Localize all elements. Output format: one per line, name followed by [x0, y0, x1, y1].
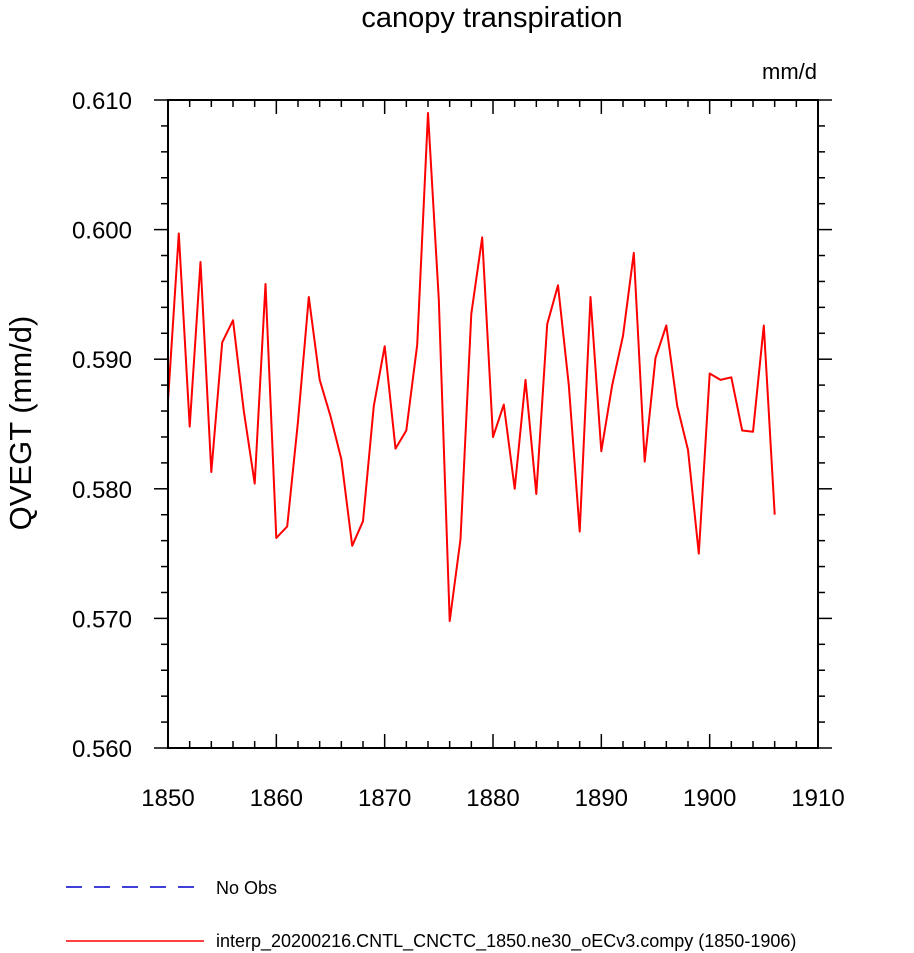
- legend-label-no-obs: No Obs: [216, 878, 277, 898]
- series-line: [167, 112, 776, 622]
- y-tick-label: 0.570: [72, 606, 132, 633]
- legend-label-model: interp_20200216.CNTL_CNCTC_1850.ne30_oEC…: [216, 931, 796, 952]
- x-tick-label: 1890: [575, 785, 628, 812]
- y-tick-label: 0.560: [72, 736, 132, 763]
- chart-title: canopy transpiration: [361, 2, 622, 34]
- units-label: mm/d: [762, 59, 817, 84]
- series-layer: [167, 112, 776, 622]
- x-tick-label: 1860: [250, 785, 303, 812]
- x-tick-label: 1870: [358, 785, 411, 812]
- axis-tick-labels: 1850 1860 1870 1880 1890 1900 1910 0.560 0.570 0.…: [72, 88, 845, 812]
- y-tick-label: 0.590: [72, 347, 132, 374]
- y-tick-label: 0.600: [72, 218, 132, 245]
- legend: No Obs interp_20200216.CNTL_CNCTC_1850.n…: [66, 878, 796, 952]
- y-tick-label: 0.610: [72, 88, 132, 115]
- y-tick-label: 0.580: [72, 477, 132, 504]
- y-axis-title: QVEGT (mm/d): [3, 316, 38, 531]
- x-tick-label: 1910: [791, 785, 844, 812]
- x-tick-label: 1850: [141, 785, 194, 812]
- x-tick-label: 1900: [683, 785, 736, 812]
- x-tick-label: 1880: [466, 785, 519, 812]
- plot-frame: [167, 99, 819, 749]
